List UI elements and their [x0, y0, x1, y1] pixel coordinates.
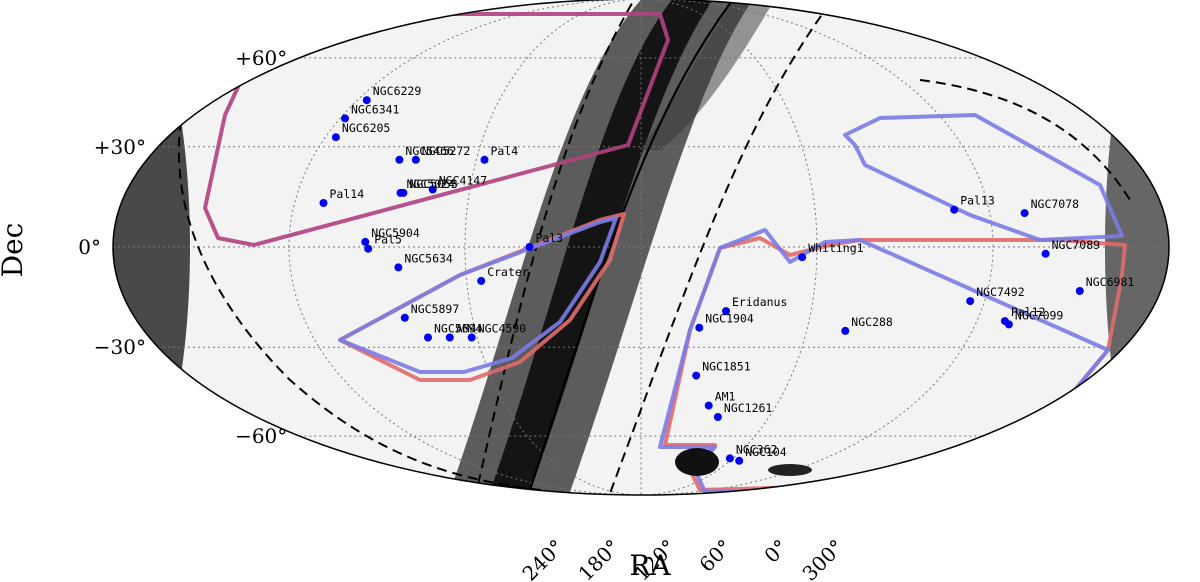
cluster-point: [319, 199, 328, 207]
cluster-point: [1041, 249, 1050, 258]
cluster-label: NGC7078: [1031, 197, 1080, 211]
cluster-label: NGC7089: [1052, 238, 1101, 252]
cluster-label: NGC1261: [724, 401, 773, 415]
ra-tick-labels: 240° 180° 120° 60° 0° 300°: [517, 535, 848, 582]
ra-gridline: [288, 0, 617, 495]
galactic-offset-line-2: [599, 0, 841, 495]
graticule: [113, 0, 1169, 495]
sky-right-edge-dust: [1105, 0, 1169, 495]
ra-tick-label: 240°: [517, 535, 568, 582]
cluster-point: [735, 456, 744, 465]
ra-tick-label: 60°: [694, 535, 736, 577]
cluster-label: AM4: [456, 322, 477, 336]
footprint-6: [843, 113, 1124, 242]
cluster-label: AM1: [715, 390, 736, 404]
cluster-point: [341, 114, 349, 123]
cluster-label: NGC1904: [705, 312, 754, 326]
cluster-point: [394, 263, 403, 272]
sky-left-edge-dust: [113, 0, 190, 495]
cluster-point: [966, 297, 975, 306]
galactic-offset-line-3: [177, 59, 541, 491]
cluster-label: NGC5897: [411, 302, 460, 316]
dec-tick-label: −30°: [94, 335, 146, 359]
ra-gridline: [665, 0, 994, 495]
cluster-point: [1020, 209, 1029, 218]
map-outline: [112, 0, 1170, 496]
cluster-point: [428, 185, 437, 194]
cluster-label: Crater: [487, 265, 529, 279]
dec-tick-labels: +60° +30° 0° −30° −60°: [78, 46, 287, 448]
ra-tick-label: 180°: [573, 535, 624, 582]
cluster-label: NGC6341: [351, 102, 400, 116]
cluster-point: [704, 401, 713, 410]
x-axis-title: RA: [629, 549, 671, 582]
cluster-label: Whiting1: [808, 241, 863, 255]
cluster-label: NGC7492: [976, 285, 1024, 299]
galactic-offset-line-4: [919, 79, 1131, 201]
lmc-blob: [675, 448, 719, 476]
cluster-label: NGC288: [851, 315, 893, 329]
cluster-point: [692, 371, 701, 380]
dec-tick-label: 0°: [78, 235, 101, 259]
cluster-label: NGC4147: [439, 174, 488, 188]
cluster-label: NGC104: [745, 445, 787, 459]
ra-tick-label: 300°: [797, 535, 848, 582]
cluster-point: [331, 133, 340, 142]
cluster-point: [950, 205, 959, 214]
cluster-label: NGC5053: [409, 177, 458, 191]
cluster-label: Pal4: [491, 144, 519, 158]
cluster-point: [467, 333, 476, 342]
cluster-label: Pal12: [1011, 305, 1046, 319]
cluster-label: NGC362: [736, 442, 778, 456]
dec-tick-label: +30°: [94, 135, 146, 159]
ra-tick-label: 0°: [759, 535, 792, 568]
cluster-point: [841, 326, 850, 335]
cluster-point: [364, 244, 373, 253]
cluster-label: Pal13: [960, 194, 995, 208]
cluster-point: [722, 307, 730, 316]
cluster-label: Pal14: [330, 187, 365, 201]
cluster-label: NGC5904: [371, 226, 420, 240]
cluster-label: NGC5694: [434, 322, 483, 336]
galactic-band: [440, 0, 780, 495]
cluster-label: NGC1851: [702, 360, 751, 374]
cluster-point: [477, 276, 486, 285]
cluster-point: [798, 253, 807, 262]
cluster-label: NGC6229: [373, 84, 422, 98]
cluster-point: [695, 323, 704, 332]
dec-tick-label: +60°: [235, 46, 287, 70]
cluster-point: [445, 333, 454, 342]
cluster-label: NGC6981: [1086, 275, 1135, 289]
cluster-label: NGC4590: [478, 322, 527, 336]
cluster-point: [725, 454, 734, 463]
cluster-label: Eridanus: [732, 295, 787, 309]
cluster-point: [1004, 320, 1013, 329]
galactic-offset-line-1: [469, 0, 641, 495]
cluster-point: [400, 313, 409, 322]
cluster-point: [395, 155, 404, 164]
cluster-point: [399, 188, 408, 197]
cluster-label: NGC6205: [342, 121, 390, 135]
cluster-label: Pal3: [536, 231, 564, 245]
cluster-point: [362, 96, 371, 105]
cluster-point: [713, 413, 722, 421]
cluster-point: [411, 155, 420, 164]
dec-tick-label: −60°: [235, 424, 287, 448]
cluster-point: [361, 237, 370, 246]
cluster-point: [424, 333, 432, 342]
cluster-label: NGC7099: [1015, 308, 1064, 322]
cluster-label: NGC5634: [404, 251, 453, 265]
cluster-point: [525, 243, 534, 251]
cluster-point: [480, 155, 489, 164]
cluster-label: NGC5272: [422, 144, 470, 158]
cluster-point: [1075, 287, 1084, 295]
footprint-1: [203, 12, 670, 247]
cluster-label: NGC5466: [405, 144, 454, 158]
cluster-label: NGC5024: [407, 177, 456, 191]
smc-blob: [768, 464, 812, 476]
cluster-label: Pal5: [374, 233, 402, 247]
y-axis-title: Dec: [0, 223, 29, 278]
